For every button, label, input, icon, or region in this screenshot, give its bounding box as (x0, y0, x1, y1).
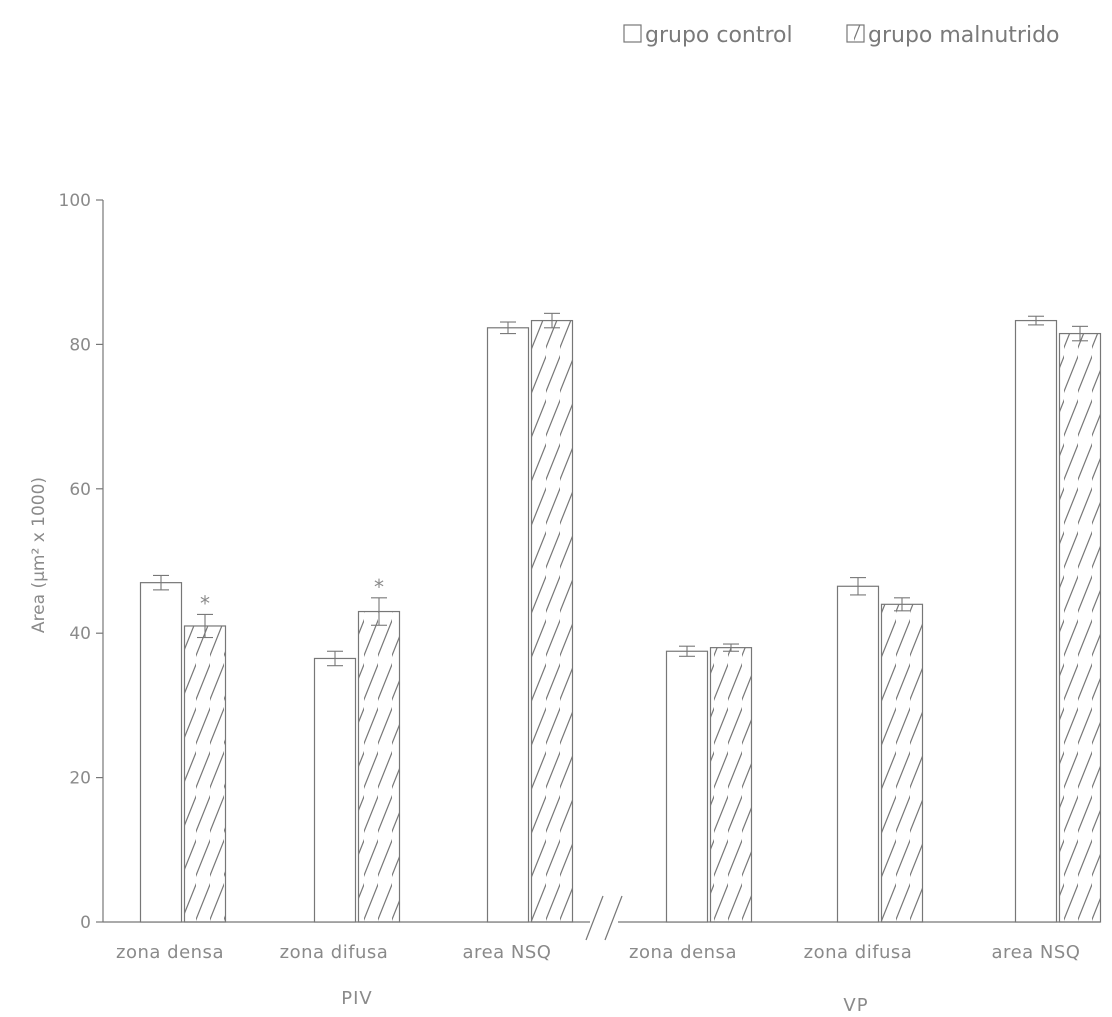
bar-malnutrido (709, 647, 753, 923)
category-labels: zona densa zona difusa area NSQ zona densa z… (116, 942, 1080, 963)
bar-control (313, 657, 357, 923)
error-bar (153, 574, 169, 591)
error-bar (1028, 315, 1044, 326)
bar-malnutrido (530, 319, 574, 923)
error-bar (850, 577, 866, 596)
error-bar (327, 650, 343, 667)
group-label-vp: VP (843, 995, 868, 1016)
bar-control (1014, 319, 1058, 923)
category-label: zona densa (116, 942, 224, 963)
y-tick-label: 60 (69, 480, 91, 500)
error-bar (679, 645, 695, 657)
bar-control (836, 585, 880, 923)
legend: grupo control grupo malnutrido (623, 23, 1060, 48)
error-bar (500, 321, 516, 335)
y-axis-label: Area (µm² x 1000) (29, 477, 49, 633)
category-label: zona difusa (280, 942, 389, 963)
error-bar (894, 597, 910, 612)
y-tick-label: 100 (59, 191, 91, 211)
significance-marker: * (374, 575, 384, 599)
bar-malnutrido (183, 625, 227, 923)
legend-label-malnutrido: grupo malnutrido (868, 23, 1060, 48)
error-bar (1072, 325, 1088, 342)
legend-label-control: grupo control (645, 23, 793, 48)
error-bar (544, 312, 560, 329)
bar-malnutrido (1058, 332, 1102, 923)
error-bar (197, 613, 213, 639)
bar-malnutrido (880, 603, 924, 923)
bar-control (139, 582, 183, 923)
legend-swatch-malnutrido (846, 24, 865, 43)
error-bar (723, 643, 739, 652)
category-label: area NSQ (992, 942, 1081, 963)
category-label: zona difusa (804, 942, 913, 963)
bar-control (486, 327, 530, 923)
bar-malnutrido (357, 610, 401, 923)
legend-swatch-control (623, 24, 642, 43)
y-tick-label: 20 (69, 769, 91, 789)
category-label: zona densa (629, 942, 737, 963)
category-label: area NSQ (463, 942, 552, 963)
bars: ** (139, 312, 1102, 923)
axis-break-mark (585, 895, 623, 941)
bar-control (665, 650, 709, 923)
y-ticks: 0 20 40 60 80 100 (59, 191, 103, 933)
y-tick-label: 40 (69, 624, 91, 644)
y-tick-label: 0 (80, 913, 91, 933)
error-bar (371, 597, 387, 626)
y-tick-label: 80 (69, 335, 91, 355)
group-label-piv: PIV (341, 988, 372, 1009)
significance-marker: * (200, 591, 210, 615)
